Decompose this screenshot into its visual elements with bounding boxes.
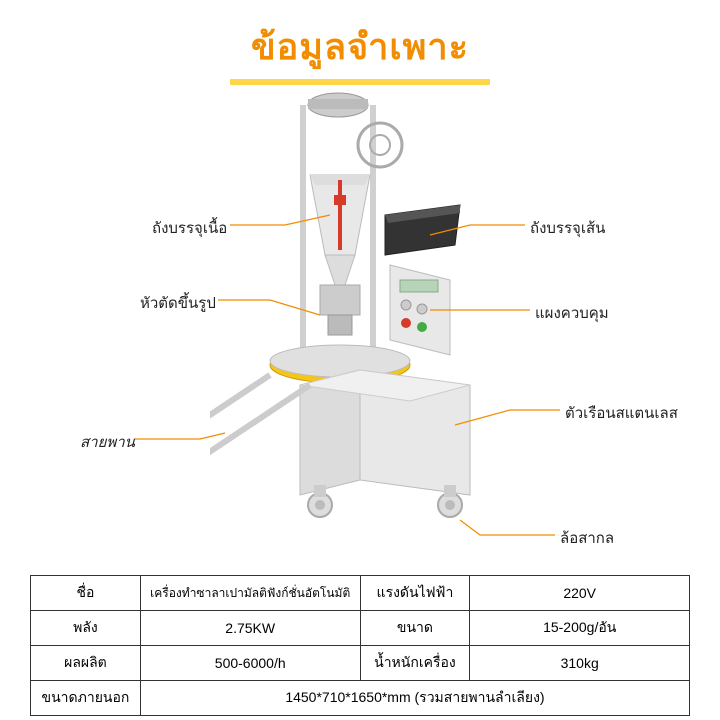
cell: 2.75KW <box>140 611 360 646</box>
cell: ขนาดภายนอก <box>31 681 141 716</box>
label-conveyor: สายพาน <box>80 430 135 454</box>
page-title: ข้อมูลจำเพาะ <box>251 18 469 75</box>
machine-illustration <box>210 85 540 565</box>
cell: 220V <box>470 576 690 611</box>
table-row: ผลผลิต 500-6000/h น้ำหนักเครื่อง 310kg <box>31 646 690 681</box>
label-forming-head: หัวตัดขึ้นรูป <box>140 291 216 315</box>
cell: 500-6000/h <box>140 646 360 681</box>
label-control-panel: แผงควบคุม <box>535 301 609 325</box>
title-text: ข้อมูลจำเพาะ <box>251 26 469 67</box>
cell: ชื่อ <box>31 576 141 611</box>
label-body: ตัวเรือนสแตนเลส <box>565 401 678 425</box>
cell: พลัง <box>31 611 141 646</box>
table-row: ขนาดภายนอก 1450*710*1650*mm (รวมสายพานลำ… <box>31 681 690 716</box>
table-row: ชื่อ เครื่องทำซาลาเปามัลติฟังก์ชั่นอัตโน… <box>31 576 690 611</box>
label-caster: ล้อสากล <box>560 526 614 550</box>
diagram-area: ถังบรรจุเนื้อ หัวตัดขึ้นรูป สายพาน ถังบร… <box>0 85 720 575</box>
spec-table: ชื่อ เครื่องทำซาลาเปามัลติฟังก์ชั่นอัตโน… <box>30 575 690 716</box>
cell: 310kg <box>470 646 690 681</box>
table-row: พลัง 2.75KW ขนาด 15-200g/อัน <box>31 611 690 646</box>
cell: 1450*710*1650*mm (รวมสายพานลำเลียง) <box>140 681 689 716</box>
cell: ผลผลิต <box>31 646 141 681</box>
cell: เครื่องทำซาลาเปามัลติฟังก์ชั่นอัตโนมัติ <box>140 576 360 611</box>
cell: 15-200g/อัน <box>470 611 690 646</box>
cell: น้ำหนักเครื่อง <box>360 646 470 681</box>
label-meat-hopper: ถังบรรจุเนื้อ <box>152 216 227 240</box>
cell: ขนาด <box>360 611 470 646</box>
cell: แรงดันไฟฟ้า <box>360 576 470 611</box>
label-dough-hopper: ถังบรรจุเส้น <box>530 216 605 240</box>
